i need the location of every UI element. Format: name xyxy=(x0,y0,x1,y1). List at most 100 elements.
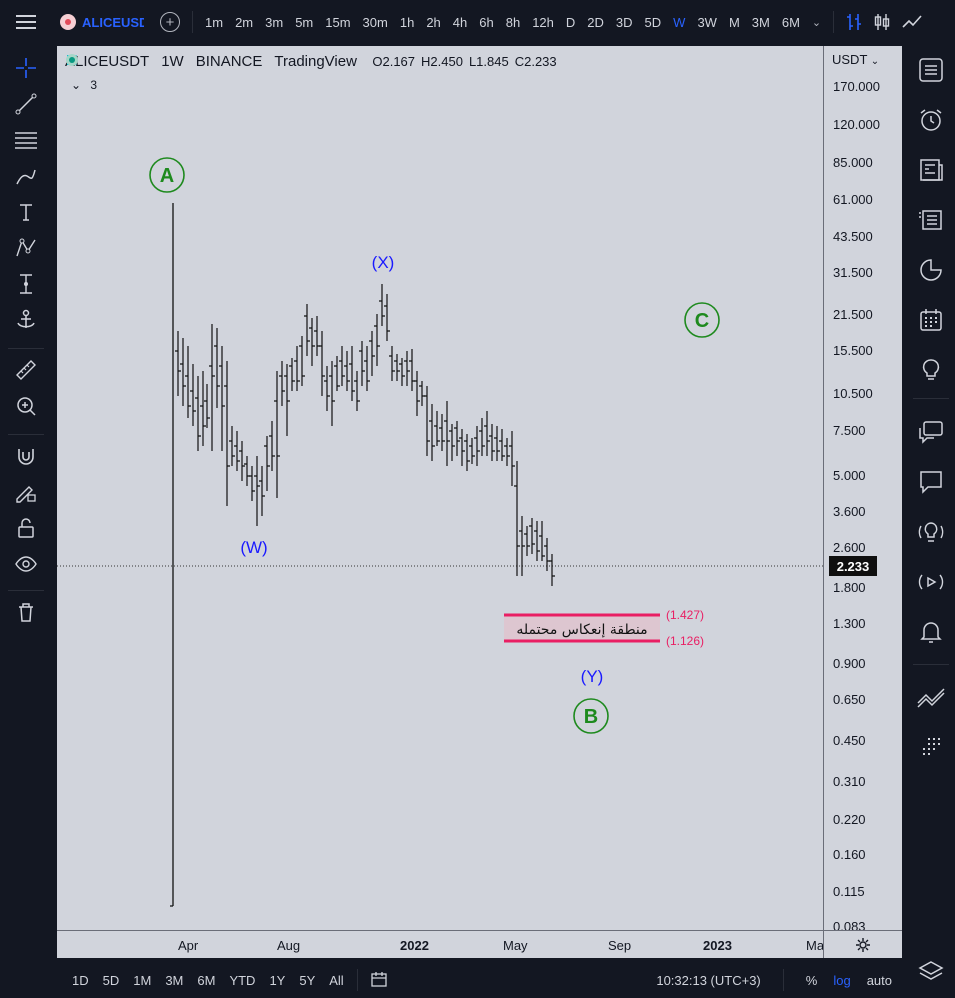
timeframe-2h[interactable]: 2h xyxy=(426,14,441,30)
goto-date-icon[interactable] xyxy=(364,971,396,990)
time-scale[interactable]: Apr Aug 2022 May Sep 2023 Ma xyxy=(57,930,825,958)
timeframe-30m[interactable]: 30m xyxy=(362,14,388,30)
line-chart-icon[interactable] xyxy=(902,13,922,31)
bottom-toolbar: 1D 5D 1M 3M 6M YTD 1Y 5Y All 10:32:13 (UTC+3) % … xyxy=(57,962,902,998)
price-bar xyxy=(334,356,340,391)
chart-pane[interactable]: A C B (W) (X) (Y) منطقة إنعكاس محتمله (1.427) (1… xyxy=(57,46,823,930)
zoom-in-icon[interactable] xyxy=(12,392,40,420)
timeframe-5d[interactable]: 5D xyxy=(644,14,662,30)
chats-icon[interactable] xyxy=(915,416,947,448)
price-bar xyxy=(384,294,390,341)
price-bar xyxy=(229,426,235,466)
prediction-tool-icon[interactable] xyxy=(12,270,40,298)
ruler-icon[interactable] xyxy=(12,356,40,384)
timeframe-m[interactable]: M xyxy=(728,14,740,30)
data-window-icon[interactable] xyxy=(915,204,947,236)
pattern-tool-icon[interactable] xyxy=(12,234,40,262)
range-1d[interactable]: 1D xyxy=(72,972,89,988)
compare-add-icon[interactable]: + xyxy=(160,12,180,32)
symbol-search-button[interactable]: ALICEUSDT xyxy=(52,14,152,30)
object-tree-icon[interactable] xyxy=(915,732,947,764)
range-1y[interactable]: 1Y xyxy=(269,972,286,988)
price-bar xyxy=(175,331,181,396)
menu-icon[interactable] xyxy=(0,14,52,30)
currency-selector[interactable]: USDT ⌄ xyxy=(832,52,879,67)
indicators-toggle[interactable]: ⌄ 3 xyxy=(71,78,97,92)
chat-bubble-icon[interactable] xyxy=(915,466,947,498)
eye-icon[interactable] xyxy=(12,550,40,578)
price-tick-label: 21.500 xyxy=(833,307,873,322)
alarm-clock-icon[interactable] xyxy=(915,104,947,136)
price-tick-label: 0.310 xyxy=(833,774,866,789)
price-scale[interactable]: USDT ⌄ 170.000 120.000 85.000 61.000 43.500 3… xyxy=(823,46,902,934)
price-bar xyxy=(464,434,470,471)
price-bar xyxy=(279,361,285,406)
trash-icon[interactable] xyxy=(12,598,40,626)
broadcast-play-icon[interactable] xyxy=(915,566,947,598)
chevron-down-icon[interactable]: ⌄ xyxy=(811,16,822,29)
unlock-icon[interactable] xyxy=(12,514,40,542)
timeframe-3w[interactable]: 3W xyxy=(697,14,717,30)
news-icon[interactable] xyxy=(915,154,947,186)
price-bar xyxy=(195,376,201,451)
timeframe-12h[interactable]: 12h xyxy=(532,14,554,30)
price-bar xyxy=(190,364,196,426)
fib-retracement-icon[interactable] xyxy=(12,126,40,154)
timeframe-d[interactable]: D xyxy=(565,14,576,30)
layers-icon[interactable] xyxy=(907,946,955,998)
timeframe-3d[interactable]: 3D xyxy=(615,14,633,30)
calendar-icon[interactable] xyxy=(915,304,947,336)
trend-line-icon[interactable] xyxy=(12,90,40,118)
crosshair-icon[interactable] xyxy=(12,54,40,82)
price-bar xyxy=(324,366,330,411)
timeframe-5m[interactable]: 5m xyxy=(295,14,314,30)
price-bar xyxy=(419,381,425,406)
range-all[interactable]: All xyxy=(329,972,344,988)
chart-settings-icon[interactable] xyxy=(823,930,902,958)
timeframe-6h[interactable]: 6h xyxy=(479,14,494,30)
range-6m[interactable]: 6M xyxy=(197,972,216,988)
range-1m[interactable]: 1M xyxy=(133,972,152,988)
timeframe-3m[interactable]: 3m xyxy=(265,14,284,30)
price-bar xyxy=(319,331,325,396)
range-ytd[interactable]: YTD xyxy=(229,972,256,988)
range-5d[interactable]: 5D xyxy=(102,972,120,988)
brush-icon[interactable] xyxy=(12,162,40,190)
text-tool-icon[interactable] xyxy=(12,198,40,226)
timeframe-w[interactable]: W xyxy=(673,14,686,30)
price-bar xyxy=(449,424,455,461)
price-bar xyxy=(329,361,335,426)
watchlist-icon[interactable] xyxy=(915,54,947,86)
anchor-icon[interactable] xyxy=(12,306,40,334)
ideas-lightbulb-icon[interactable] xyxy=(915,354,947,386)
notifications-bell-icon[interactable] xyxy=(915,616,947,648)
time-label: Ma xyxy=(806,938,825,953)
streams-icon[interactable] xyxy=(915,516,947,548)
price-bar xyxy=(364,346,370,391)
price-tick-label: 85.000 xyxy=(833,155,873,170)
candles-chart-icon[interactable] xyxy=(874,13,890,31)
log-scale-toggle[interactable]: log xyxy=(833,972,851,988)
magnet-icon[interactable] xyxy=(12,442,40,470)
timeframe-4h[interactable]: 4h xyxy=(452,14,468,30)
percent-scale-toggle[interactable]: % xyxy=(805,972,818,988)
bars-chart-icon[interactable] xyxy=(846,13,862,31)
timeframe-2d[interactable]: 2D xyxy=(587,14,604,30)
lock-drawings-icon[interactable] xyxy=(12,478,40,506)
clock-time[interactable]: 10:32:13 (UTC+3) xyxy=(656,972,761,988)
auto-scale-toggle[interactable]: auto xyxy=(866,972,892,988)
timeframe-1m[interactable]: 1m xyxy=(205,14,224,30)
timeframe-2m[interactable]: 2m xyxy=(235,14,254,30)
timeframe-1h[interactable]: 1h xyxy=(399,14,415,30)
range-5y[interactable]: 5Y xyxy=(299,972,316,988)
price-bar xyxy=(509,431,515,486)
range-3m[interactable]: 3M xyxy=(165,972,184,988)
wave-y-label: (Y) xyxy=(581,667,604,686)
timeframe-6m[interactable]: 6M xyxy=(781,14,800,30)
timeframe-15m[interactable]: 15m xyxy=(325,14,351,30)
price-bar xyxy=(339,346,345,386)
timeframe-3m[interactable]: 3M xyxy=(751,14,770,30)
trading-panel-icon[interactable] xyxy=(915,682,947,714)
hotlist-icon[interactable] xyxy=(915,254,947,286)
timeframe-8h[interactable]: 8h xyxy=(505,14,521,30)
